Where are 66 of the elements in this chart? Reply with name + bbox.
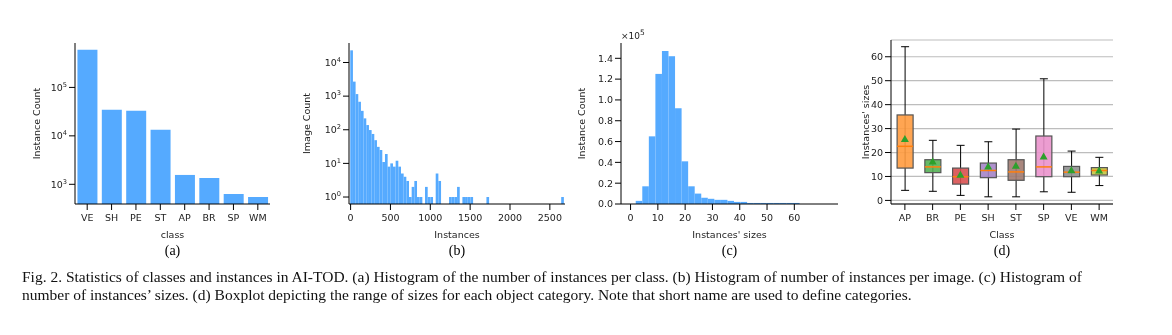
x-tick-label: 30: [706, 211, 719, 223]
x-tick-label: 40: [733, 211, 746, 223]
x-tick-label: AP: [178, 211, 192, 223]
x-tick-label: BR: [202, 211, 217, 223]
y-tick-label: 0.2: [597, 177, 613, 189]
x-axis-title: class: [160, 229, 185, 240]
text: (b): [447, 243, 467, 259]
x-tick-label: 20: [679, 211, 692, 223]
x-tick-label: 1000: [418, 211, 443, 223]
y-tick-label: 0.8: [597, 115, 613, 127]
x-tick-label: PE: [130, 211, 142, 223]
x-tick-label: VE: [80, 211, 94, 223]
x-tick-label: 2500: [537, 211, 562, 223]
y-tick-label: 1.2: [597, 73, 613, 85]
y-tick-label: 0.0: [597, 198, 613, 210]
x-tick-label: 500: [381, 211, 400, 223]
y-tick-label: 10$^{2}$: [324, 123, 341, 136]
y-tick-label: 0: [876, 194, 883, 206]
y-tick-label: 10$^{4}$: [324, 55, 341, 68]
x-tick-label: WM: [249, 211, 267, 223]
x-tick-label: SP: [227, 211, 240, 223]
x-tick-label: BR: [926, 211, 940, 223]
x-axis-title: Class: [989, 229, 1015, 240]
y-tick-label: 10$^{4}$: [50, 129, 67, 142]
y-tick-label: 30: [870, 122, 883, 134]
y-tick-label: 1.0: [597, 94, 613, 106]
x-axis-title: Instances: [434, 229, 480, 240]
x-tick-label: SH: [104, 211, 119, 223]
y-tick-label: 10$^{1}$: [324, 156, 341, 169]
x-tick-label: WM: [1090, 211, 1108, 223]
y-tick-label: 10: [870, 170, 883, 182]
y-tick-label: 10$^{3}$: [324, 89, 341, 102]
x-tick-label: ST: [1009, 211, 1022, 223]
x-tick-label: SP: [1037, 211, 1050, 223]
x-tick-label: SH: [981, 211, 995, 223]
text: ×10$^{5}$: [621, 28, 645, 41]
x-tick-label: 2000: [497, 211, 523, 223]
y-axis-title: Instances' sizes: [860, 84, 872, 160]
y-tick-label: 50: [870, 75, 883, 87]
text: (a): [163, 243, 182, 259]
x-tick-label: 1500: [458, 211, 483, 223]
y-axis-title: Instance Count: [576, 87, 588, 160]
x-tick-label: 60: [788, 211, 801, 223]
caption: Fig. 2. Statistics of classes and instances in AI-TOD. (a) Histogram of the number of instances per class. (b) Histogram of number of instances per image. (c) Histogram of number of instances’ sizes. (d) Boxplot depicting the range of sizes for each object category. Note that short name are used to define categories.: [22, 268, 1083, 304]
x-tick-label: VE: [1065, 211, 1078, 223]
text: (c): [720, 243, 739, 259]
y-tick-label: 10$^{5}$: [50, 80, 67, 93]
text: (d): [992, 243, 1012, 259]
y-tick-label: 0.4: [597, 156, 613, 168]
x-tick-label: 10: [651, 211, 664, 223]
y-tick-label: 20: [870, 146, 883, 158]
x-tick-label: 0: [347, 211, 354, 223]
y-axis-title: Image Count: [301, 92, 313, 154]
x-axis-title: Instances' sizes: [692, 229, 767, 240]
x-tick-label: AP: [898, 211, 912, 223]
x-tick-label: ST: [154, 211, 167, 223]
x-tick-label: 50: [760, 211, 774, 223]
x-tick-label: 0: [627, 211, 634, 223]
y-tick-label: 40: [870, 98, 883, 110]
y-tick-label: 60: [870, 51, 883, 63]
y-tick-label: 10$^{3}$: [50, 177, 67, 190]
y-tick-label: 1.4: [597, 52, 613, 64]
y-tick-label: 10$^{0}$: [324, 190, 341, 203]
y-axis-title: Instance Count: [31, 87, 43, 160]
x-tick-label: PE: [954, 211, 967, 223]
y-tick-label: 0.6: [597, 135, 613, 147]
